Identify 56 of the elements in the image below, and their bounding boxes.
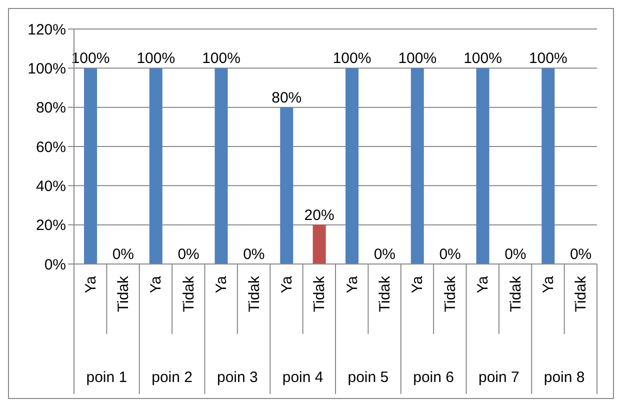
text: poin 5 xyxy=(348,369,389,386)
data-label: 100% xyxy=(71,50,110,68)
bar xyxy=(542,68,555,264)
x-tick-label: Ya xyxy=(213,275,230,294)
x-tick-label: Tidak xyxy=(442,276,459,312)
data-label: 80% xyxy=(272,89,302,106)
x-tick-label: Tidak xyxy=(311,276,328,312)
data-label: 100% xyxy=(528,50,568,68)
data-label: 0% xyxy=(504,246,526,263)
y-tick-label: 120% xyxy=(28,21,66,38)
bar xyxy=(312,224,326,264)
y-tick-label: 100% xyxy=(28,60,66,78)
data-label: 0% xyxy=(178,246,200,263)
x-tick-label: Ya xyxy=(278,275,296,294)
x-tick-label: Ya xyxy=(474,275,492,294)
text: poin 2 xyxy=(152,369,192,386)
y-tick-label: 60% xyxy=(36,138,66,156)
data-label: 100% xyxy=(464,50,502,68)
bar xyxy=(280,107,294,264)
x-tick-label: Ya xyxy=(540,275,557,294)
x-tick-label: Tidak xyxy=(507,276,524,312)
bar xyxy=(214,68,228,264)
text: poin 3 xyxy=(217,369,258,386)
x-tick-label: Ya xyxy=(409,275,426,294)
y-tick-label: 40% xyxy=(36,178,66,195)
bar xyxy=(410,68,424,264)
data-label: 0% xyxy=(439,246,461,263)
y-tick-label: 80% xyxy=(36,100,66,117)
data-label: 20% xyxy=(304,206,334,224)
x-tick-label: Tidak xyxy=(180,276,198,312)
data-label: 100% xyxy=(202,50,240,68)
y-tick-label: 20% xyxy=(36,217,66,234)
data-label: 0% xyxy=(374,246,396,263)
text: poin 1 xyxy=(86,369,128,386)
x-tick-label: Tidak xyxy=(572,276,590,312)
x-tick-label: Tidak xyxy=(376,276,394,312)
x-tick-label: Tidak xyxy=(115,276,132,312)
bar xyxy=(84,68,97,264)
data-label: 100% xyxy=(332,50,372,68)
x-tick-label: Ya xyxy=(344,275,361,294)
bar xyxy=(476,68,490,264)
data-label: 100% xyxy=(136,50,176,68)
text: poin 4 xyxy=(282,369,324,386)
x-tick-label: Ya xyxy=(82,275,100,294)
text: poin 7 xyxy=(478,369,520,386)
data-label: 0% xyxy=(243,246,265,263)
text: poin 8 xyxy=(544,369,585,386)
x-tick-label: Tidak xyxy=(246,276,263,312)
data-label: 0% xyxy=(570,246,592,263)
text: poin 6 xyxy=(413,369,454,386)
bar xyxy=(346,68,358,264)
bar xyxy=(149,68,162,264)
x-tick-label: Ya xyxy=(148,275,165,294)
data-label: 0% xyxy=(112,246,134,263)
data-label: 100% xyxy=(398,50,437,68)
y-tick-label: 0% xyxy=(44,256,66,274)
